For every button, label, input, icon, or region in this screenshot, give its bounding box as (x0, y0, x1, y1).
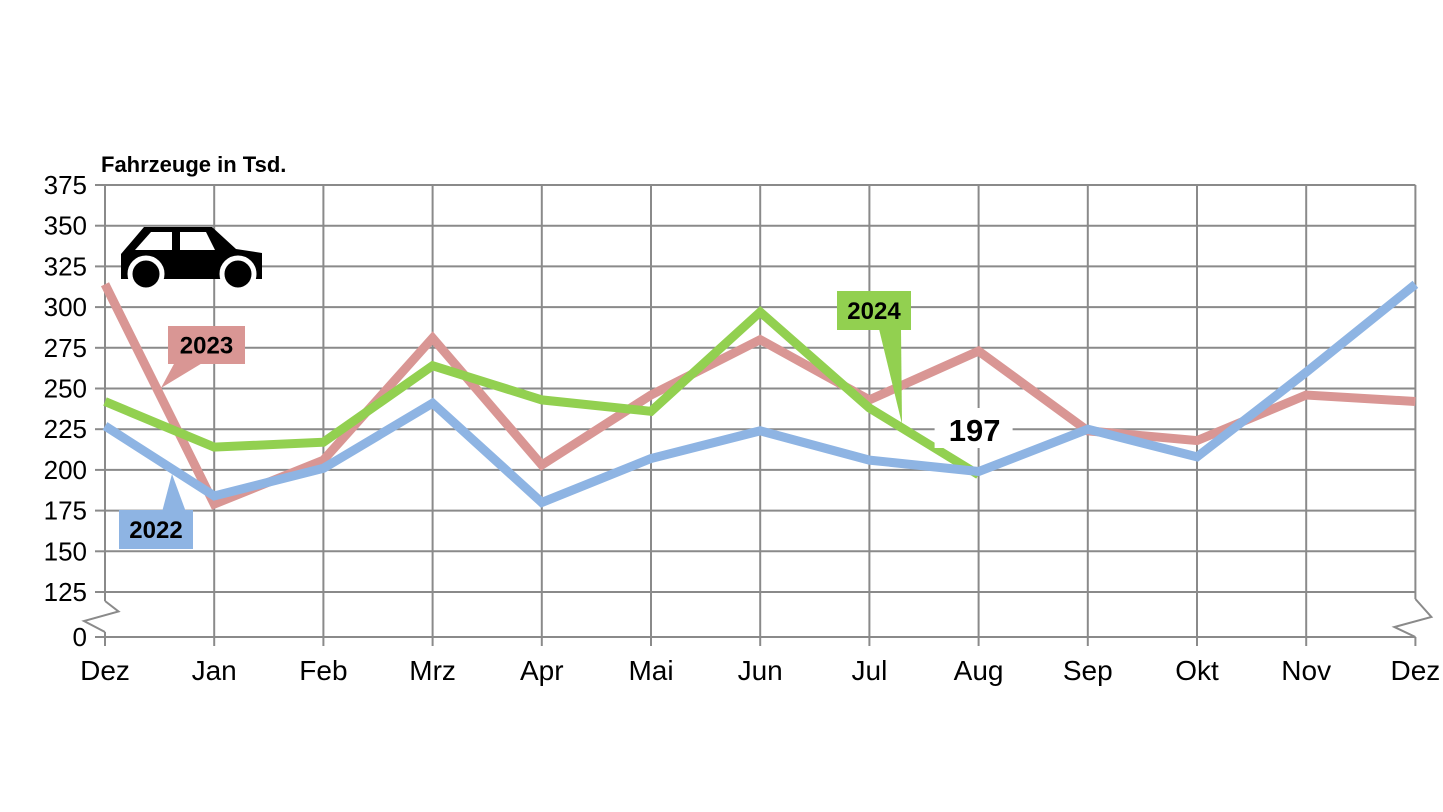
x-tick-label: Nov (1281, 655, 1331, 686)
car-icon (219, 255, 257, 293)
annotation-value-label: 197 (949, 413, 1001, 448)
x-tick-label: Apr (520, 655, 564, 686)
car-icon (127, 255, 165, 293)
x-tick-label: Jan (192, 655, 237, 686)
x-tick-label: Sep (1063, 655, 1113, 686)
x-tick-label: Aug (954, 655, 1004, 686)
chart-title: Fahrzeuge in Tsd. (101, 152, 287, 177)
y-tick-label: 300 (44, 292, 87, 322)
y-tick-label: 375 (44, 170, 87, 200)
callout-label-2023: 2023 (180, 333, 233, 360)
series-line-2024 (103, 305, 981, 479)
y-tick-label: 0 (73, 622, 87, 652)
car-icon (135, 232, 172, 250)
callout-pointer-2022 (162, 474, 186, 512)
y-tick-label: 250 (44, 374, 87, 404)
y-tick-label: 350 (44, 211, 87, 241)
y-tick-label: 200 (44, 455, 87, 485)
callout-2022 (119, 510, 193, 549)
y-tick-label: 175 (44, 496, 87, 526)
x-tick-label: Dez (1391, 655, 1441, 686)
car-icon (180, 232, 215, 250)
callout-2023 (168, 326, 245, 364)
x-tick-label: Feb (299, 655, 347, 686)
y-tick-label: 325 (44, 251, 87, 281)
callout-pointer-2023 (161, 362, 204, 388)
y-tick-label: 125 (44, 577, 87, 607)
series-line-2023 (100, 282, 1416, 510)
x-tick-label: Okt (1175, 655, 1219, 686)
x-tick-label: Dez (80, 655, 130, 686)
y-axis-break-icon (1391, 598, 1434, 638)
callout-pointer-2024 (879, 329, 902, 424)
x-tick-label: Jul (852, 655, 888, 686)
annotation-bg (934, 408, 1013, 448)
x-tick-label: Mai (628, 655, 673, 686)
x-tick-label: Mrz (409, 655, 456, 686)
y-tick-label: 275 (44, 333, 87, 363)
callout-2024 (837, 291, 911, 330)
callout-label-2024: 2024 (847, 298, 901, 325)
y-tick-label: 225 (44, 414, 87, 444)
callout-label-2022: 2022 (129, 517, 182, 544)
series-line-2022 (102, 280, 1419, 508)
y-axis-break-icon (81, 600, 121, 633)
y-tick-label: 150 (44, 536, 87, 566)
x-tick-label: Jun (738, 655, 783, 686)
